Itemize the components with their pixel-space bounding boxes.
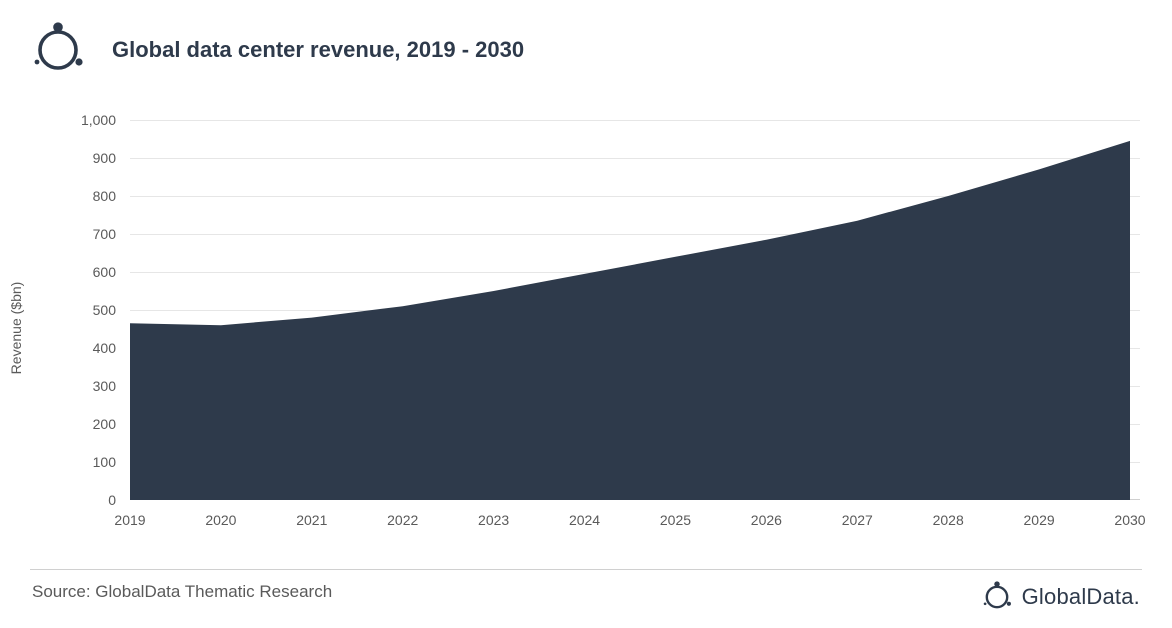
container: Global data center revenue, 2019 - 2030 … bbox=[0, 0, 1172, 628]
x-tick-label: 2026 bbox=[751, 512, 782, 528]
x-tick-label: 2029 bbox=[1024, 512, 1055, 528]
y-tick-label: 400 bbox=[93, 340, 124, 356]
x-tick-label: 2025 bbox=[660, 512, 691, 528]
y-tick-label: 500 bbox=[93, 302, 124, 318]
y-tick-label: 900 bbox=[93, 150, 124, 166]
y-axis-label: Revenue ($bn) bbox=[8, 282, 24, 375]
globaldata-logo-icon bbox=[980, 580, 1014, 614]
x-tick-label: 2028 bbox=[933, 512, 964, 528]
y-tick-label: 200 bbox=[93, 416, 124, 432]
x-tick-label: 2030 bbox=[1114, 512, 1145, 528]
x-tick-label: 2023 bbox=[478, 512, 509, 528]
y-tick-label: 1,000 bbox=[81, 112, 124, 128]
x-tick-label: 2021 bbox=[296, 512, 327, 528]
y-tick-label: 300 bbox=[93, 378, 124, 394]
y-tick-label: 0 bbox=[108, 492, 124, 508]
header: Global data center revenue, 2019 - 2030 bbox=[28, 20, 524, 80]
chart-title: Global data center revenue, 2019 - 2030 bbox=[112, 37, 524, 63]
x-tick-label: 2022 bbox=[387, 512, 418, 528]
y-tick-label: 100 bbox=[93, 454, 124, 470]
area-chart-svg bbox=[130, 120, 1130, 500]
y-tick-label: 700 bbox=[93, 226, 124, 242]
y-tick-label: 800 bbox=[93, 188, 124, 204]
source-text: Source: GlobalData Thematic Research bbox=[32, 582, 332, 602]
brand: GlobalData. bbox=[980, 580, 1140, 614]
x-tick-label: 2019 bbox=[114, 512, 145, 528]
x-tick-label: 2020 bbox=[205, 512, 236, 528]
footer-rule bbox=[30, 569, 1142, 570]
plot-region bbox=[130, 120, 1130, 500]
brand-text: GlobalData. bbox=[1022, 584, 1140, 610]
x-tick-label: 2024 bbox=[569, 512, 600, 528]
globaldata-logo-icon bbox=[28, 20, 88, 80]
chart-area: Revenue ($bn) 01002003004005006007008009… bbox=[60, 100, 1140, 540]
y-tick-label: 600 bbox=[93, 264, 124, 280]
x-tick-label: 2027 bbox=[842, 512, 873, 528]
